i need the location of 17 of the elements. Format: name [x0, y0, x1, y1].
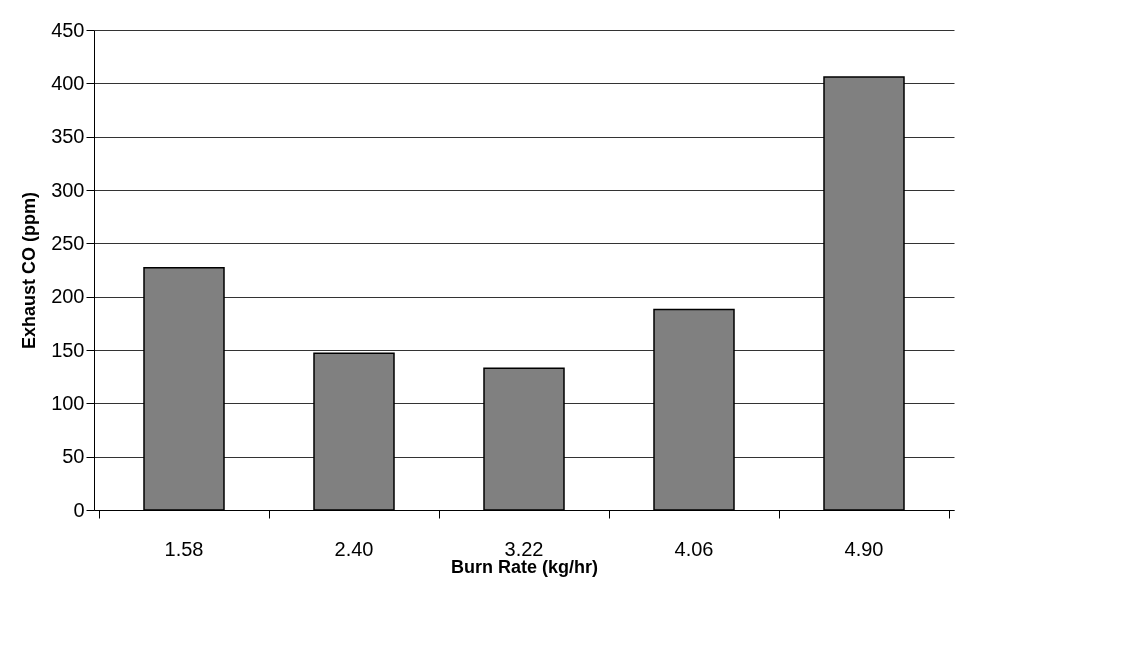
y-tick-label: 400	[51, 71, 85, 94]
y-tick-label: 450	[51, 18, 85, 41]
x-tick-label: 3.22	[504, 538, 544, 560]
y-tick-label: 100	[51, 391, 85, 414]
y-tick-label: 200	[51, 285, 85, 308]
x-tick-label: 4.90	[844, 538, 884, 560]
y-axis-title: Exhaust CO (ppm)	[19, 191, 40, 350]
x-tick-label: 4.06	[674, 538, 714, 560]
y-tick-label: 0	[73, 498, 85, 521]
x-tick-label: 1.58	[164, 538, 204, 560]
y-tick-label: 300	[51, 178, 85, 201]
x-axis-title: Burn Rate (kg/hr)	[450, 557, 599, 577]
x-tick-label: 2.40	[334, 538, 374, 560]
y-tick-label: 350	[51, 125, 85, 148]
y-tick-label: 50	[62, 445, 85, 468]
y-tick-label: 250	[51, 231, 85, 254]
y-tick-label: 150	[51, 338, 85, 361]
